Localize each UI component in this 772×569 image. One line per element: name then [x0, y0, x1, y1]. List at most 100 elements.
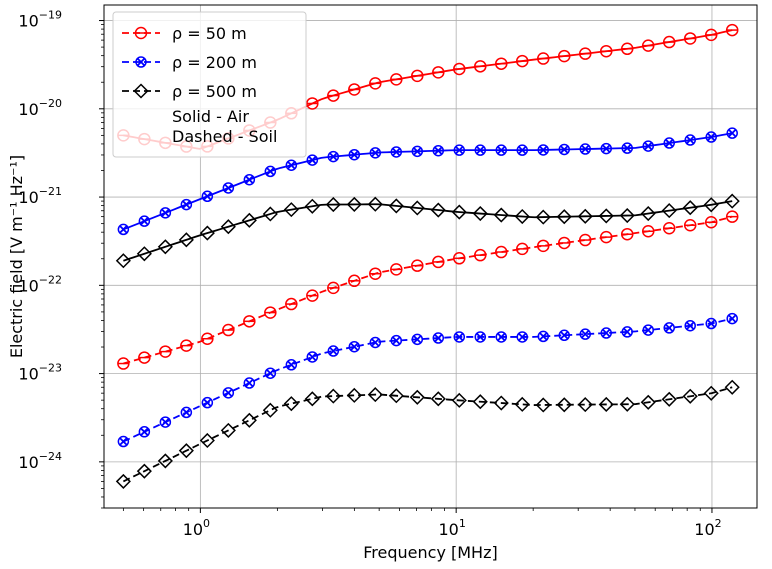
x-marker-ring [285, 159, 298, 171]
diamond-marker [199, 225, 215, 241]
x-marker-ring [516, 331, 529, 343]
legend-note: Solid - Air [172, 107, 249, 126]
series-air-rho-500m [115, 193, 740, 269]
x-marker-stroke [203, 398, 212, 407]
diamond-marker [598, 396, 614, 412]
diamond-marker [388, 388, 404, 404]
x-marker-ring [453, 331, 466, 343]
series-line [123, 200, 733, 262]
diamond-marker [556, 397, 572, 413]
axis-ticks: 100 101 102 10−24 10−23 10−22 10−21 10−20 10−19 [18, 9, 721, 539]
x-marker-ring [327, 150, 340, 163]
x-marker-stroke [308, 155, 317, 165]
x-marker-stroke [602, 328, 611, 338]
x-marker-ring [285, 359, 298, 371]
series-soil-rho-200m [117, 312, 738, 448]
legend-item: ρ = 500 m [122, 82, 257, 101]
x-marker-stroke [392, 147, 401, 157]
x-marker-stroke [119, 437, 128, 446]
x-marker-stroke [560, 145, 569, 154]
diamond-marker [703, 197, 719, 213]
diamond-marker [388, 198, 404, 214]
series-line [123, 132, 733, 231]
y-tick-label: 10−23 [18, 362, 62, 384]
diamond-marker [514, 208, 530, 225]
diamond-marker [724, 193, 740, 209]
x-marker-ring [390, 146, 403, 158]
x-marker-stroke [539, 332, 548, 341]
x-marker-stroke [161, 208, 170, 217]
diamond-marker [220, 219, 236, 235]
diamond-marker [430, 202, 446, 218]
diamond-marker [640, 394, 656, 410]
x-marker-ring [537, 330, 550, 343]
x-tick-label: 101 [438, 517, 465, 539]
y-tick-label: 10−20 [18, 97, 62, 119]
diamond-marker [514, 396, 530, 412]
diamond-marker [682, 388, 698, 404]
x-marker-ring [705, 317, 717, 330]
x-marker-ring [558, 329, 571, 342]
diamond-marker [577, 208, 593, 224]
diamond-marker [115, 473, 131, 489]
diamond-marker [325, 388, 341, 404]
diamond-marker [325, 197, 341, 213]
diamond-marker [451, 204, 467, 220]
diamond-marker [136, 463, 152, 479]
x-marker-stroke [581, 144, 590, 154]
x-marker-stroke [707, 132, 716, 142]
legend-box [112, 11, 307, 158]
x-marker-stroke [140, 427, 149, 436]
diamond-marker [178, 232, 194, 248]
x-marker-ring [369, 336, 382, 349]
x-marker-stroke [455, 332, 464, 342]
diamond-marker [241, 412, 257, 428]
x-marker-ring [642, 140, 654, 152]
diamond-marker [556, 209, 572, 225]
x-marker-ring [180, 198, 193, 211]
x-marker-ring [432, 144, 445, 157]
x-marker-stroke [665, 323, 674, 333]
legend-note: Dashed - Soil [172, 127, 277, 146]
diamond-marker [262, 402, 278, 418]
series-line [122, 317, 733, 443]
diamond-marker [304, 391, 320, 407]
x-marker-ring [201, 190, 214, 203]
diamond-marker [283, 202, 299, 218]
x-marker-stroke [518, 146, 527, 155]
x-marker-ring [663, 322, 675, 334]
y-axis-label: Electric field [V m⁻¹ Hz⁻¹] [7, 155, 26, 358]
diamond-marker [409, 200, 425, 216]
diamond-marker [115, 253, 131, 269]
x-marker-ring [180, 406, 193, 419]
x-marker-stroke [350, 150, 359, 159]
diamond-marker [304, 198, 320, 214]
x-marker-stroke [224, 183, 233, 193]
x-marker-stroke [434, 146, 443, 155]
x-marker-ring [537, 144, 550, 156]
x-marker-ring [495, 144, 508, 156]
x-marker-ring [159, 416, 172, 428]
diamond-marker [535, 209, 551, 225]
x-marker-stroke [476, 146, 485, 155]
x-marker-stroke [686, 321, 695, 330]
x-marker-stroke [434, 333, 443, 343]
x-marker-ring [306, 351, 319, 363]
x-marker-ring [159, 207, 172, 219]
x-marker-stroke [119, 225, 128, 234]
x-marker-stroke [497, 146, 506, 155]
x-marker-stroke [686, 135, 695, 145]
x-marker-ring [117, 223, 130, 236]
x-marker-stroke [287, 360, 296, 369]
diamond-marker [430, 391, 446, 407]
x-marker-ring [579, 143, 591, 155]
diamond-marker [451, 392, 467, 408]
x-marker-ring [558, 143, 571, 156]
axes-frame [103, 4, 758, 509]
diamond-marker [472, 205, 488, 222]
x-axis-label: Frequency [MHz] [363, 543, 497, 562]
x-marker-ring [348, 148, 361, 161]
x-marker-ring [474, 144, 487, 156]
x-marker-ring [117, 435, 130, 448]
diamond-marker [535, 397, 551, 413]
